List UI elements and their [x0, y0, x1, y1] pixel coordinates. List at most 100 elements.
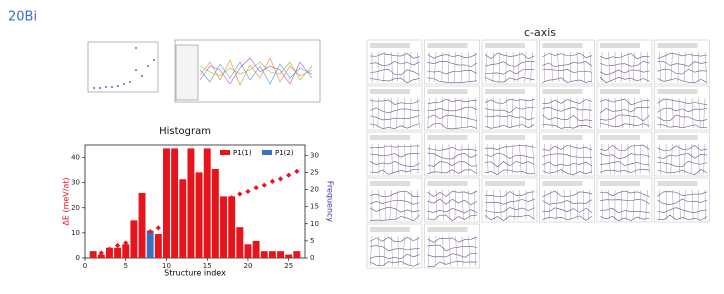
lattice: [639, 189, 642, 221]
slide-title: 20Bi: [8, 10, 37, 25]
lattice: [691, 97, 694, 129]
lattice: [512, 189, 516, 221]
lattice: [389, 189, 392, 221]
bar: [211, 168, 219, 258]
lattice: [657, 144, 708, 152]
lattice: [427, 161, 478, 167]
lattice: [505, 51, 507, 83]
lattice: [672, 97, 674, 129]
lattice: [659, 97, 662, 129]
bar: [244, 244, 252, 258]
lattice: [427, 169, 478, 175]
bar: [171, 148, 179, 258]
thumbnail-caption: [485, 89, 525, 94]
lattice: [599, 215, 650, 222]
lattice: [506, 143, 508, 175]
diamond-point: [286, 172, 292, 178]
lattice: [499, 189, 502, 221]
lattice: [404, 143, 407, 175]
lattice: [484, 214, 535, 222]
lattice: [369, 236, 420, 243]
mini-line: [199, 57, 313, 86]
lattice: [532, 189, 535, 221]
lattice: [542, 97, 545, 129]
bar: [97, 254, 105, 258]
diamond-point: [180, 215, 186, 221]
diamond-point: [106, 246, 113, 252]
bar: [146, 230, 154, 258]
chart-title: Histogram: [159, 126, 211, 137]
lattice: [417, 143, 419, 175]
lattice: [427, 152, 478, 160]
y-axis-label: ΔE (meV/at): [62, 177, 71, 225]
y2-tick-label: 0: [310, 254, 314, 262]
lattice: [441, 143, 443, 175]
thumbnail-caption: [485, 135, 525, 140]
lattice: [691, 189, 694, 221]
diamond-point: [220, 198, 227, 205]
lattice: [427, 97, 430, 129]
lattice: [448, 51, 450, 83]
lattice: [410, 143, 412, 175]
lattice: [562, 143, 565, 175]
lattice: [683, 97, 686, 129]
panel-title: c-axis: [524, 26, 556, 39]
x-tick-label: 15: [203, 262, 212, 270]
lattice: [657, 207, 708, 214]
lattice: [704, 189, 706, 221]
lattice: [542, 99, 593, 104]
diamond-point: [277, 176, 284, 182]
mini-plot-frame: [174, 39, 321, 103]
lattice: [498, 143, 501, 175]
bar: [122, 244, 130, 258]
diamond-point: [114, 242, 121, 249]
lattice: [369, 206, 420, 213]
lattice: [665, 97, 668, 129]
lattice: [369, 161, 420, 168]
thumbnail-caption: [542, 135, 583, 140]
lattice: [557, 51, 560, 83]
diamond-point: [139, 232, 145, 238]
lattice: [427, 190, 478, 198]
lattice: [410, 97, 412, 129]
lattice: [485, 189, 488, 221]
legend-label: P1(2): [275, 149, 294, 157]
lattice: [589, 143, 592, 175]
y2-tick-label: 5: [310, 237, 314, 245]
lattice: [601, 51, 603, 83]
lattice: [434, 235, 437, 267]
lattice: [550, 97, 553, 129]
lattice: [555, 189, 558, 221]
lattice: [371, 97, 374, 129]
diamond-point: [269, 178, 276, 185]
lattice: [433, 51, 437, 83]
diamond-point: [253, 185, 259, 191]
lattice: [691, 51, 694, 83]
lattice: [369, 77, 420, 84]
lattice: [512, 51, 515, 83]
lattice: [383, 97, 386, 129]
lattice: [576, 97, 578, 129]
lattice: [441, 51, 443, 83]
diamond-point: [90, 252, 96, 259]
lattice: [473, 189, 476, 221]
lattice: [417, 97, 420, 129]
lattice: [454, 189, 456, 221]
legend-swatch: [262, 150, 272, 155]
bar: [277, 251, 285, 258]
lattice: [369, 253, 420, 260]
lattice: [369, 169, 420, 175]
bar: [228, 196, 236, 258]
lattice: [634, 143, 636, 175]
mini-legend: [175, 44, 199, 101]
lattice: [391, 143, 393, 175]
lattice: [670, 51, 673, 83]
lattice: [484, 198, 535, 205]
y2-tick-label: 30: [310, 151, 319, 159]
lattice: [677, 51, 680, 83]
thumbnail-caption: [657, 89, 698, 94]
lattice: [659, 143, 662, 175]
x-tick-label: 25: [284, 262, 293, 270]
lattice: [657, 169, 708, 175]
lattice: [391, 51, 393, 83]
